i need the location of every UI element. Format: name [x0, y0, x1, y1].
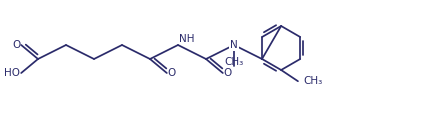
Text: CH₃: CH₃ [224, 57, 244, 67]
Text: O: O [224, 68, 232, 78]
Text: CH₃: CH₃ [303, 76, 322, 86]
Text: O: O [12, 40, 20, 50]
Text: O: O [168, 68, 176, 78]
Text: HO: HO [4, 68, 20, 78]
Text: N: N [230, 40, 238, 50]
Text: NH: NH [179, 34, 194, 44]
